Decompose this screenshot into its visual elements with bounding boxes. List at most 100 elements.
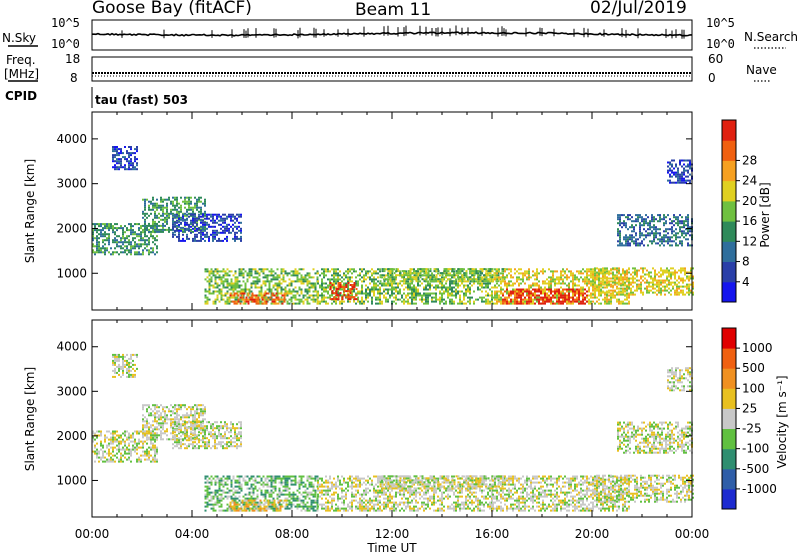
echo-cell bbox=[92, 233, 94, 236]
echo-cell bbox=[646, 279, 648, 282]
echo-cell bbox=[276, 282, 279, 285]
echo-cell bbox=[602, 275, 604, 278]
echo-cell bbox=[548, 296, 550, 299]
echo-cell bbox=[286, 272, 289, 275]
echo-cell bbox=[666, 267, 668, 270]
echo-cell bbox=[510, 302, 512, 305]
echo-cell bbox=[574, 288, 576, 291]
echo-cell bbox=[618, 267, 620, 270]
echo-cell bbox=[222, 219, 224, 222]
echo-cell bbox=[285, 292, 288, 295]
echo-cell bbox=[627, 218, 629, 221]
echo-cell bbox=[536, 290, 538, 293]
echo-cell bbox=[323, 276, 325, 279]
echo-cell bbox=[234, 276, 237, 279]
echo-cell bbox=[566, 284, 568, 287]
echo-cell bbox=[524, 274, 526, 277]
echo-cell bbox=[118, 154, 120, 157]
echo-cell bbox=[124, 448, 126, 451]
echo-cell bbox=[558, 298, 560, 301]
echo-cell bbox=[625, 234, 627, 237]
echo-cell bbox=[542, 292, 544, 295]
echo-cell bbox=[230, 217, 232, 220]
echo-cell bbox=[443, 284, 445, 287]
echo-cell bbox=[461, 270, 464, 273]
echo-cell bbox=[683, 224, 685, 227]
echo-cell bbox=[688, 283, 690, 286]
echo-cell bbox=[306, 290, 309, 293]
echo-cell bbox=[104, 440, 106, 443]
echo-cell bbox=[393, 276, 396, 279]
echo-cell bbox=[612, 285, 614, 288]
echo-cell bbox=[176, 227, 178, 230]
echo-cell bbox=[544, 282, 546, 285]
echo-cell bbox=[419, 268, 422, 271]
echo-cell bbox=[465, 276, 468, 279]
echo-cell bbox=[683, 220, 685, 223]
echo-cell bbox=[654, 279, 656, 282]
echo-cell bbox=[457, 274, 459, 277]
echo-cell bbox=[257, 300, 260, 303]
echo-cell bbox=[196, 208, 198, 211]
echo-cell bbox=[655, 226, 657, 229]
echo-cell bbox=[282, 288, 285, 291]
echo-cell bbox=[687, 179, 689, 182]
echo-cell bbox=[518, 290, 520, 293]
echo-cell bbox=[692, 267, 694, 270]
echo-cell bbox=[116, 239, 118, 242]
echo-cell bbox=[208, 282, 211, 285]
echo-cell bbox=[130, 168, 132, 171]
echo-cell bbox=[124, 434, 126, 437]
echo-cell bbox=[524, 272, 526, 275]
echo-cell bbox=[273, 302, 276, 305]
echo-cell bbox=[623, 214, 625, 217]
echo-cell bbox=[608, 280, 610, 283]
echo-cell bbox=[244, 286, 247, 289]
echo-cell bbox=[439, 278, 442, 281]
echo-cell bbox=[433, 300, 435, 303]
echo-cell bbox=[606, 293, 608, 296]
echo-cell bbox=[361, 270, 363, 273]
echo-cell bbox=[377, 288, 379, 291]
echo-cell bbox=[562, 288, 564, 291]
echo-cell bbox=[124, 251, 126, 254]
echo-cell bbox=[447, 292, 449, 295]
echo-cell bbox=[520, 300, 522, 303]
echo-cell bbox=[403, 278, 406, 281]
echo-cell bbox=[367, 272, 369, 275]
echo-cell bbox=[679, 159, 681, 162]
echo-cell bbox=[663, 216, 665, 219]
echo-cell bbox=[431, 300, 433, 303]
echo-cell bbox=[142, 454, 144, 457]
echo-cell bbox=[618, 277, 620, 280]
echo-cell bbox=[359, 278, 361, 281]
echo-cell bbox=[130, 373, 132, 376]
echo-cell bbox=[504, 300, 506, 303]
echo-cell bbox=[200, 210, 202, 213]
echo-cell bbox=[196, 220, 198, 223]
echo-cell bbox=[120, 239, 122, 242]
echo-cell bbox=[679, 214, 681, 217]
echo-cell bbox=[443, 270, 446, 273]
echo-cell bbox=[126, 227, 128, 230]
echo-cell bbox=[128, 223, 130, 226]
echo-cell bbox=[494, 286, 496, 289]
echo-cell bbox=[337, 278, 339, 281]
echo-cell bbox=[582, 278, 584, 281]
echo-cell bbox=[544, 292, 546, 295]
echo-cell bbox=[314, 272, 317, 275]
echo-cell bbox=[333, 296, 336, 299]
echo-cell bbox=[687, 226, 689, 229]
echo-cell bbox=[674, 281, 676, 284]
echo-cell bbox=[548, 298, 550, 301]
echo-cell bbox=[252, 276, 255, 279]
echo-cell bbox=[136, 168, 138, 171]
echo-cell bbox=[685, 224, 687, 227]
echo-cell bbox=[683, 236, 685, 239]
echo-cell bbox=[224, 237, 226, 240]
echo-cell bbox=[692, 277, 694, 280]
echo-cell bbox=[634, 277, 636, 280]
echo-cell bbox=[588, 290, 590, 293]
echo-cell bbox=[335, 272, 337, 275]
echo-cell bbox=[240, 221, 242, 224]
